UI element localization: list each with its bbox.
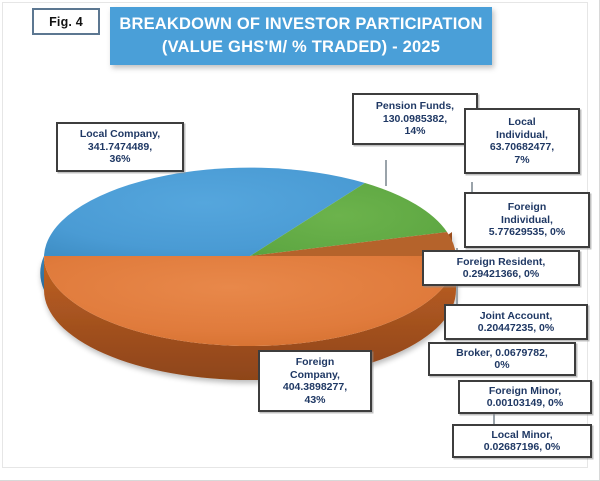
pie-slice-local-individual [250,232,456,256]
callout-joint-account: Joint Account, 0.20447235, 0% [444,304,588,340]
chart-title-line-2: (VALUE GHS'M/ % TRADED) - 2025 [161,38,441,56]
chart-title-line-1: BREAKDOWN OF INVESTOR PARTICIPATION [119,15,483,33]
callout-foreign-company: Foreign Company, 404.3898277, 43% [258,350,372,412]
pie-top-face [44,167,456,346]
figure-number-box: Fig. 4 [32,8,100,35]
pie-slice-local-company [44,167,365,256]
pie-slice-side-local-company [40,256,44,290]
callout-pension-funds: Pension Funds, 130.0985382, 14% [352,93,478,145]
callout-local-company: Local Company, 341.7474489, 36% [56,122,184,172]
callout-broker: Broker, 0.0679782, 0% [428,342,576,376]
figure-number-label: Fig. 4 [49,14,83,29]
chart-title-banner: BREAKDOWN OF INVESTOR PARTICIPATION (VAL… [110,7,492,65]
pie-slice-side-foreign-company [44,256,456,380]
pie-slice-pension-funds [250,183,447,256]
leader-line-pension-funds [385,160,387,186]
pie-slice-foreign-company [44,256,456,346]
leader-line-local-minor [493,412,495,426]
callout-foreign-individual: Foreign Individual, 5.77629535, 0% [464,192,590,248]
callout-foreign-resident: Foreign Resident, 0.29421366, 0% [422,250,580,286]
callout-foreign-minor: Foreign Minor, 0.00103149, 0% [458,380,592,414]
callout-local-minor: Local Minor, 0.02687196, 0% [452,424,592,458]
callout-local-individual: Local Individual, 63.70682477, 7% [464,108,580,174]
leader-line-joint-account [456,286,458,304]
